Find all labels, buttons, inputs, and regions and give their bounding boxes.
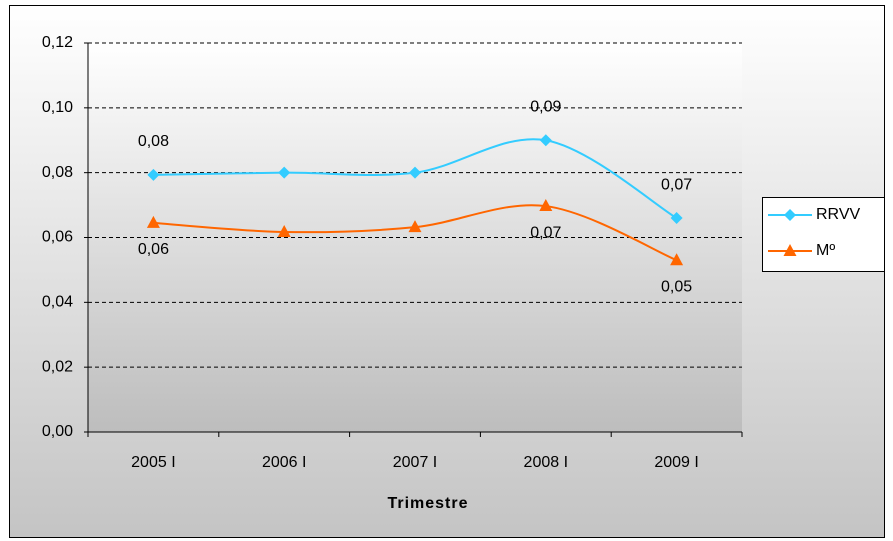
- data-label: 0,05: [661, 278, 692, 295]
- data-label: 0,07: [530, 224, 561, 241]
- y-tick-label: 0,04: [42, 294, 73, 311]
- data-point: [147, 168, 160, 181]
- y-tick-label: 0,12: [42, 34, 73, 51]
- x-axis-title: Trimestre: [387, 495, 468, 512]
- x-tick-label: 2007 I: [393, 454, 437, 471]
- data-point: [409, 166, 421, 179]
- data-label: 0,06: [138, 241, 169, 258]
- y-tick-label: 0,00: [42, 423, 73, 440]
- y-tick-label: 0,10: [42, 99, 73, 116]
- x-tick-label: 2005 I: [131, 454, 175, 471]
- data-point: [670, 253, 684, 266]
- legend-label: Mº: [816, 242, 835, 259]
- legend-label: RRVV: [816, 206, 860, 223]
- data-label: 0,08: [138, 133, 169, 150]
- data-point: [670, 212, 683, 225]
- data-point: [408, 220, 422, 233]
- data-point: [539, 199, 553, 212]
- x-tick-label: 2009 I: [654, 454, 698, 471]
- legend-marker: [783, 244, 797, 256]
- data-label: 0,09: [530, 98, 561, 115]
- data-label: 0,07: [661, 176, 692, 193]
- legend-box: [762, 197, 885, 272]
- y-tick-label: 0,06: [42, 229, 73, 246]
- x-tick-label: 2008 I: [524, 454, 568, 471]
- x-tick-label: 2006 I: [262, 454, 306, 471]
- data-point: [278, 166, 291, 179]
- data-point: [539, 134, 552, 147]
- y-tick-label: 0,02: [42, 358, 73, 375]
- data-point: [146, 215, 160, 228]
- y-tick-label: 0,08: [42, 164, 73, 181]
- legend-marker: [784, 209, 796, 221]
- data-point: [277, 224, 291, 237]
